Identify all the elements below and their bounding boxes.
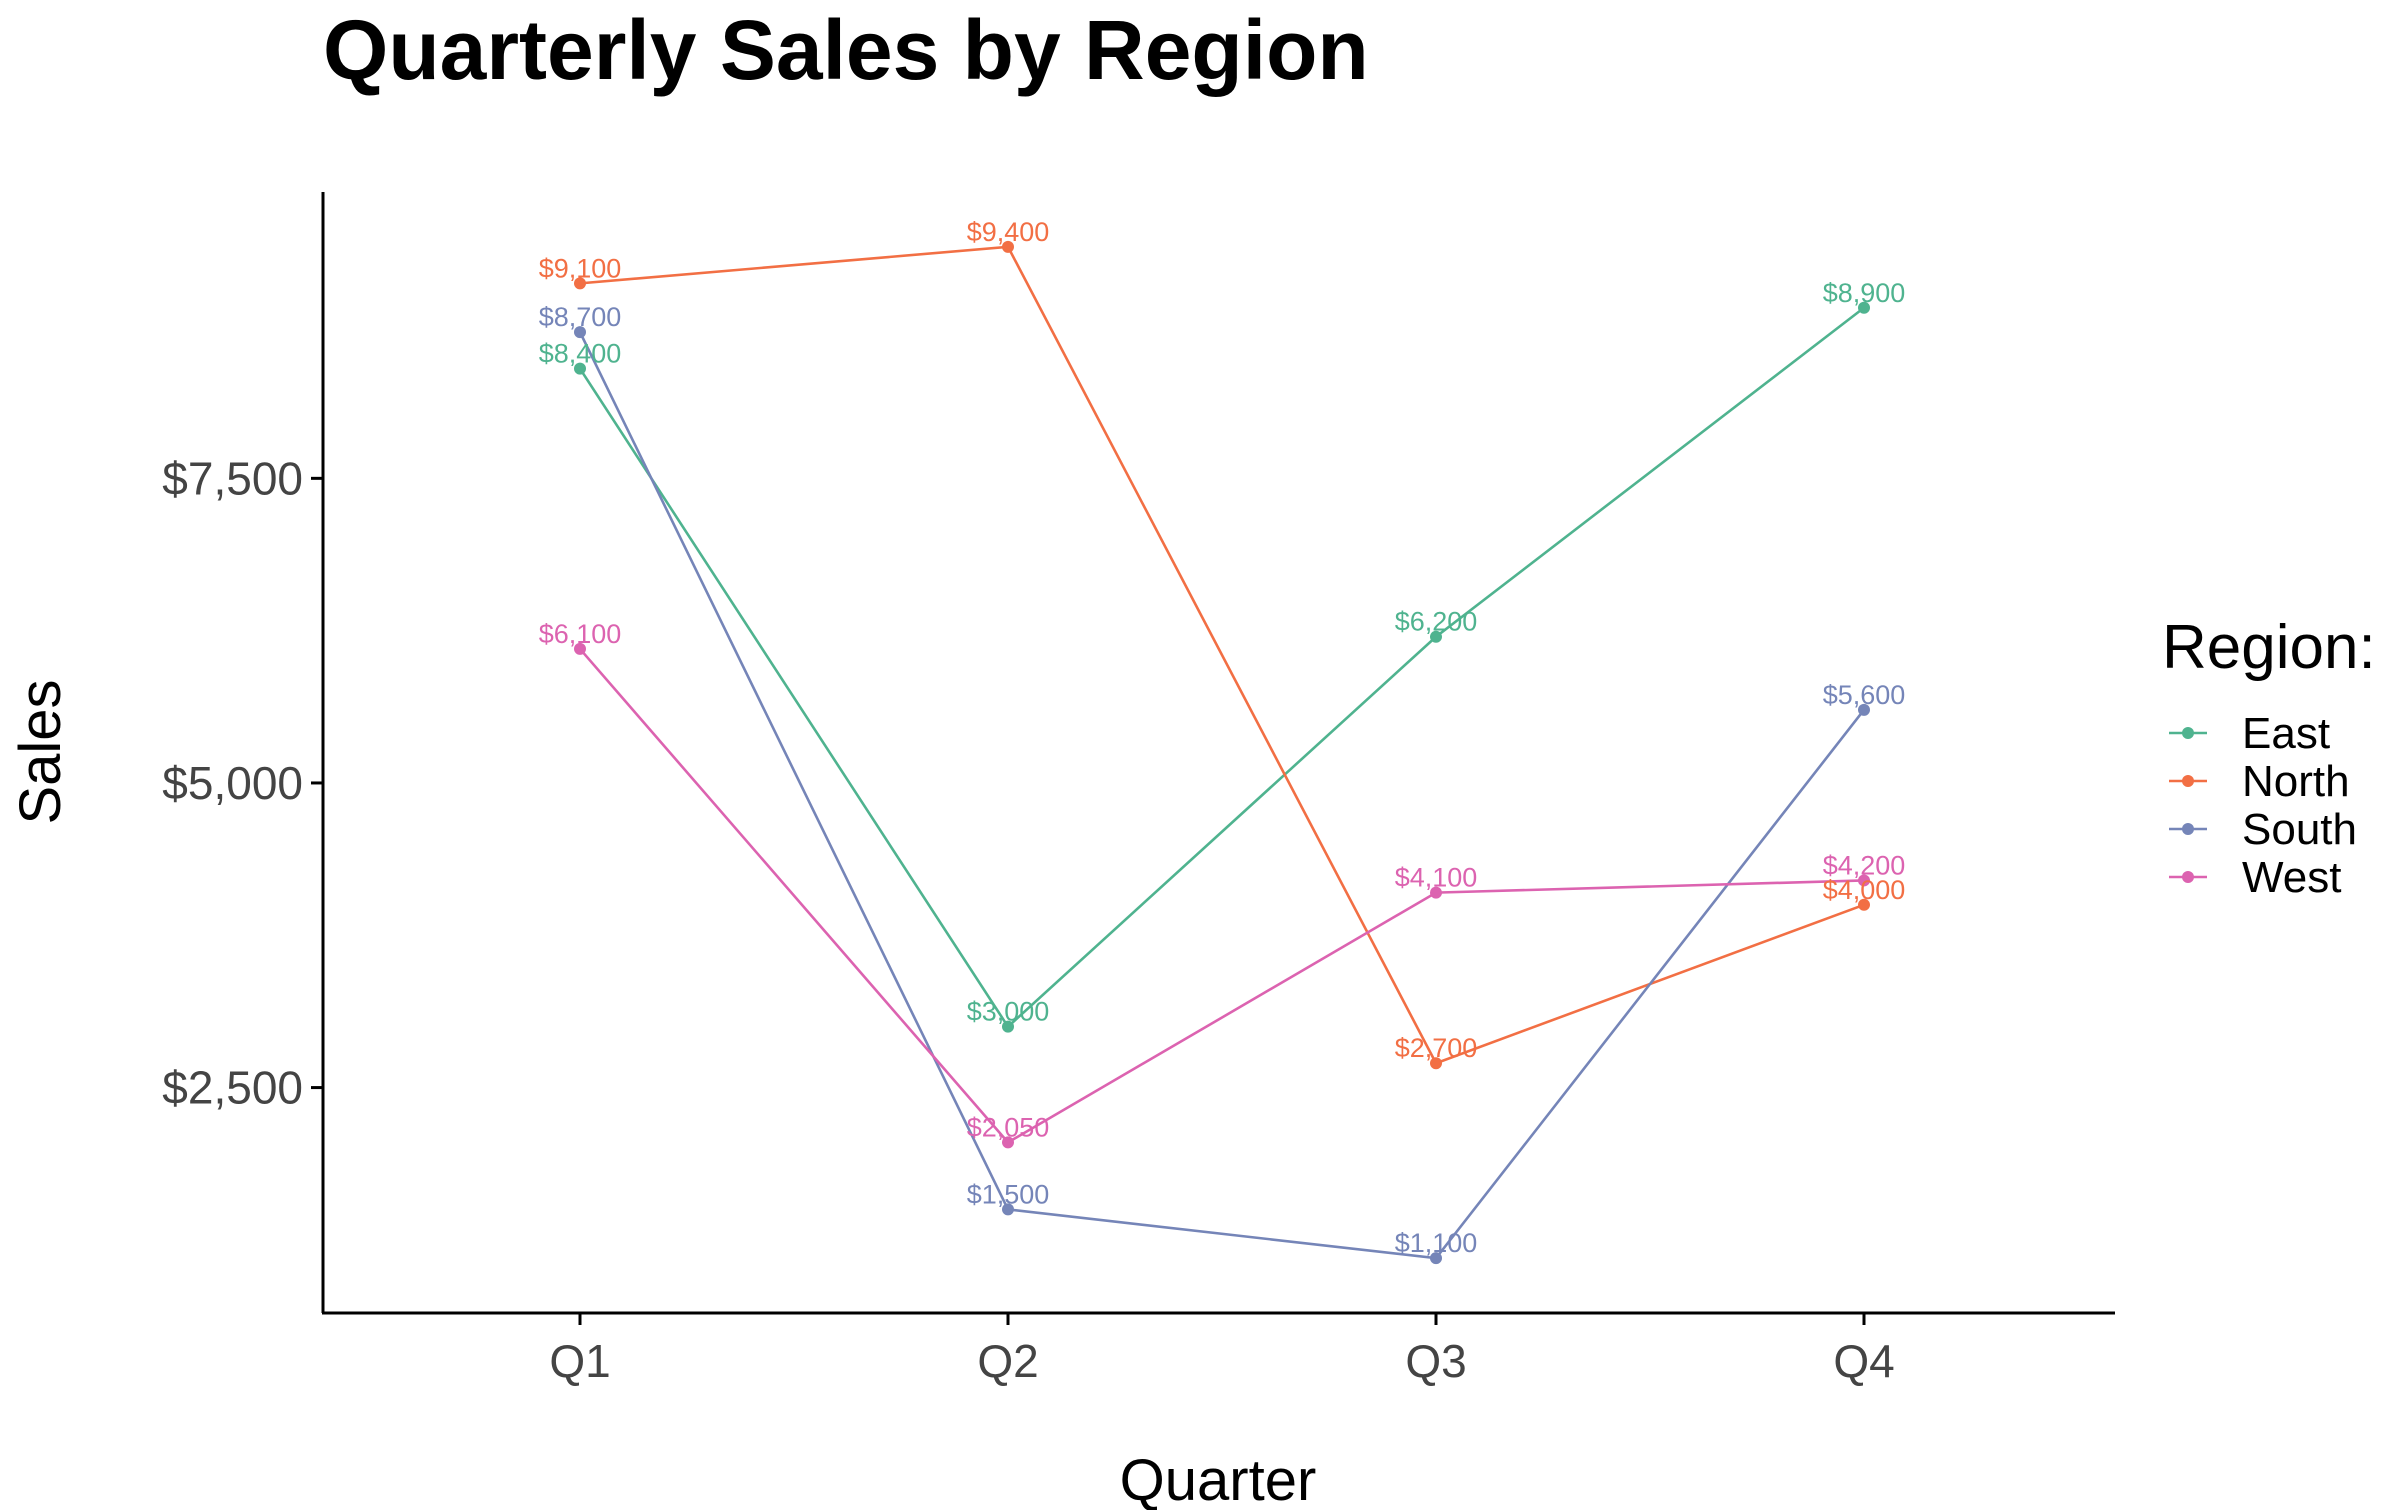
x-tick-label: Q1 — [549, 1335, 610, 1387]
series-north — [574, 240, 1870, 1070]
data-label-south: $8,700 — [539, 302, 622, 332]
data-label-west: $4,100 — [1395, 863, 1478, 893]
data-label-east: $8,400 — [539, 339, 622, 369]
data-point-north — [1858, 898, 1870, 911]
x-tick-label: Q3 — [1405, 1335, 1466, 1387]
y-axis-title: Sales — [8, 679, 73, 824]
x-tick-label: Q4 — [1833, 1335, 1894, 1387]
data-point-west — [574, 642, 586, 655]
data-point-north — [1430, 1057, 1442, 1070]
y-tick-label: $2,500 — [162, 1062, 303, 1114]
y-tick-label: $5,000 — [162, 757, 303, 809]
legend-item-east: East — [2169, 709, 2330, 758]
data-point-east — [1002, 1020, 1014, 1033]
data-label-west: $2,050 — [967, 1112, 1050, 1142]
data-point-south — [1858, 703, 1870, 716]
x-axis-ticks: Q1 Q2 Q3 Q4 — [549, 1313, 1895, 1387]
legend-label: East — [2242, 709, 2330, 758]
legend-label: North — [2242, 757, 2350, 806]
data-point-east — [574, 362, 586, 375]
data-label-south: $5,600 — [1823, 680, 1906, 710]
y-tick-label: $7,500 — [162, 452, 303, 504]
data-point-south — [1430, 1252, 1442, 1265]
legend-label: West — [2242, 853, 2341, 902]
data-label-east: $3,000 — [967, 997, 1050, 1027]
series-line-east — [578, 306, 1865, 1029]
legend-key-point — [2182, 823, 2194, 835]
y-axis-ticks: $2,500 $5,000 $7,500 — [162, 452, 323, 1114]
legend-key-point — [2182, 775, 2194, 787]
data-label-north: $9,400 — [967, 217, 1050, 247]
legend-item-south: South — [2169, 805, 2357, 854]
series-line-south — [578, 331, 1866, 1260]
legend-title: Region: — [2162, 613, 2376, 682]
chart-title: Quarterly Sales by Region — [323, 3, 1369, 97]
data-point-west — [1430, 886, 1442, 899]
series-east — [574, 301, 1870, 1033]
legend-key-point — [2182, 727, 2194, 739]
data-label-north: $9,100 — [539, 253, 622, 283]
legend-key-point — [2182, 871, 2194, 883]
data-labels: $8,400 $3,000 $6,200 $8,900 $9,100 $9,400 $2,7… — [539, 217, 1906, 1258]
legend-item-north: North — [2169, 757, 2350, 806]
series-south — [574, 326, 1870, 1265]
data-point-west — [1002, 1136, 1014, 1149]
data-label-west: $4,200 — [1823, 850, 1906, 880]
series-line-west — [579, 648, 1865, 1145]
series-west — [574, 642, 1870, 1149]
data-label-west: $6,100 — [539, 619, 622, 649]
data-label-east: $8,900 — [1823, 278, 1906, 308]
axes — [321, 192, 2115, 1315]
data-point-north — [1002, 240, 1014, 253]
data-point-east — [1430, 630, 1442, 643]
data-point-south — [574, 326, 586, 339]
data-point-north — [574, 277, 586, 290]
data-label-south: $1,100 — [1395, 1228, 1478, 1258]
x-tick-label: Q2 — [977, 1335, 1038, 1387]
legend-label: South — [2242, 805, 2357, 854]
data-point-south — [1002, 1203, 1014, 1216]
data-label-south: $1,500 — [967, 1179, 1050, 1209]
data-label-north: $2,700 — [1395, 1033, 1478, 1063]
legend-item-west: West — [2169, 853, 2341, 902]
data-point-west — [1858, 874, 1870, 887]
data-label-north: $4,000 — [1823, 875, 1906, 905]
data-point-east — [1858, 301, 1870, 314]
series-layer — [574, 240, 1870, 1265]
series-line-north — [579, 245, 1865, 1065]
x-axis-title: Quarter — [1120, 1448, 1317, 1510]
data-label-east: $6,200 — [1395, 607, 1478, 637]
